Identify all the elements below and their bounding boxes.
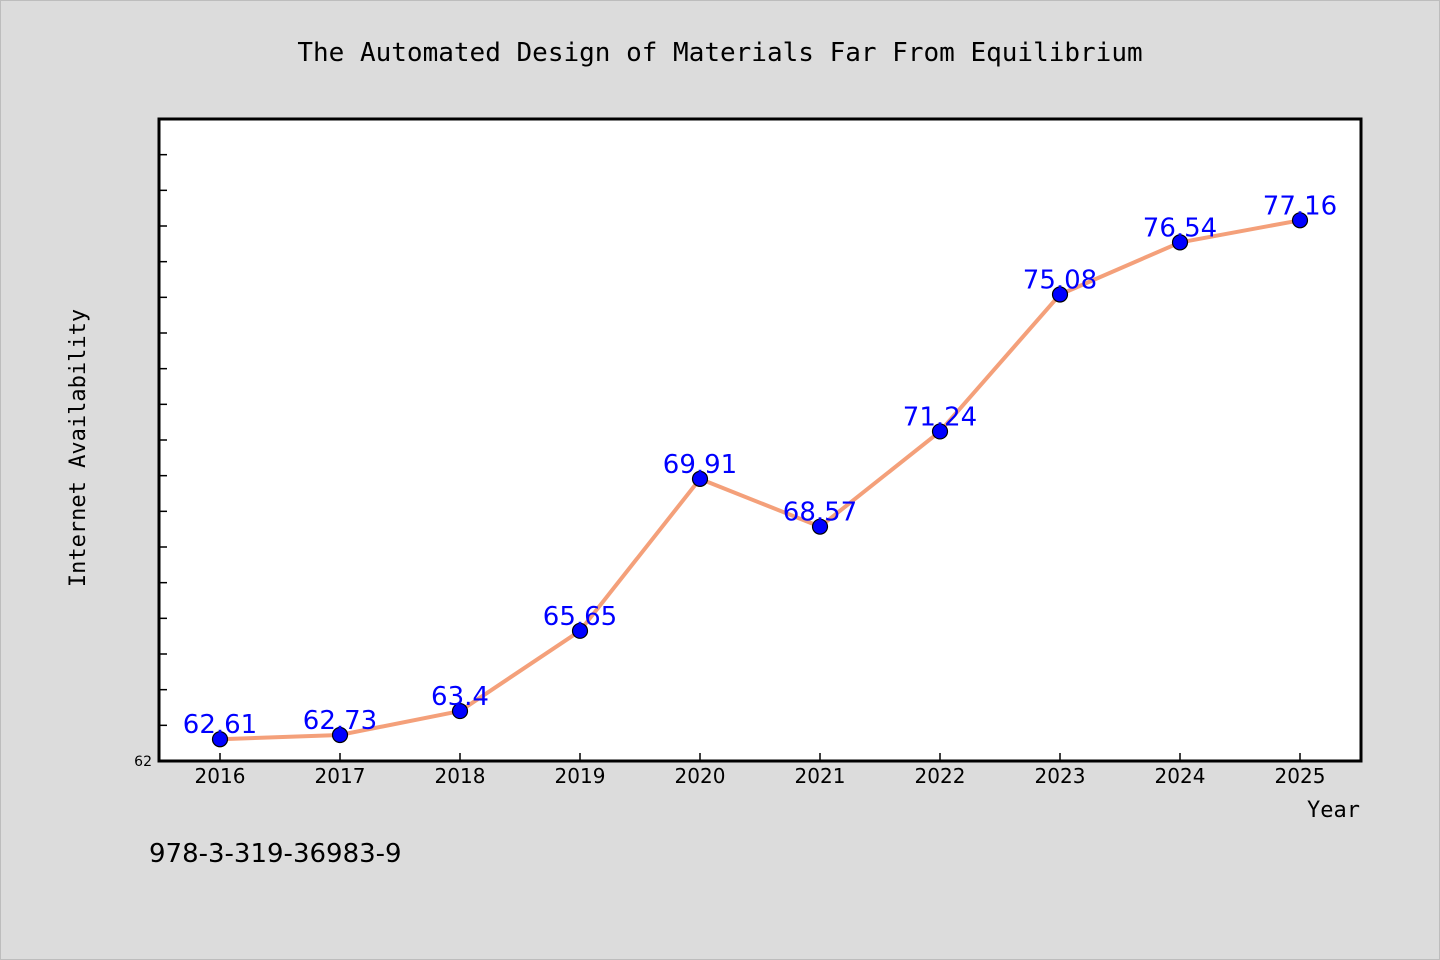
data-label: 65.65	[543, 602, 617, 632]
y-tick-label-min: 62	[134, 754, 152, 770]
isbn-text: 978-3-319-36983-9	[149, 839, 402, 869]
data-point	[811, 518, 829, 535]
data-labels: 62.61 62.73 63.4 65.65 69.91 68.57 71.24 75.08 7…	[183, 191, 1337, 740]
data-point	[451, 702, 469, 720]
x-axis-ticks	[219, 753, 1301, 761]
data-label: 76.54	[1143, 213, 1217, 243]
data-label: 69.91	[663, 450, 737, 480]
x-tick-labels: 2016 2017 2018 2019 2020 2021 2022 2023 2024 2025	[195, 764, 1326, 788]
data-point	[1051, 286, 1069, 303]
series-line	[219, 218, 1301, 742]
data-point	[211, 731, 229, 748]
data-label: 62.61	[183, 710, 257, 740]
x-tick-label: 2023	[1035, 764, 1086, 788]
data-label: 77.16	[1263, 191, 1337, 221]
data-label: 71.24	[903, 402, 977, 432]
x-tick-label: 2024	[1155, 764, 1206, 788]
chart-title: The Automated Design of Materials Far Fr…	[297, 38, 1142, 68]
x-tick-label: 2019	[555, 764, 606, 788]
data-point	[1171, 234, 1189, 251]
x-tick-label: 2020	[675, 764, 726, 788]
series-markers	[211, 212, 1309, 748]
plot-area	[157, 117, 1363, 763]
data-label: 75.08	[1023, 265, 1097, 295]
x-tick-label: 2016	[195, 764, 246, 788]
x-tick-label: 2021	[795, 764, 846, 788]
x-tick-label: 2017	[315, 764, 366, 788]
y-axis-label: Internet Availability	[66, 309, 91, 587]
data-point	[571, 622, 589, 639]
x-tick-label: 2025	[1275, 764, 1326, 788]
data-point	[1291, 212, 1309, 229]
data-point	[931, 423, 949, 440]
data-label: 68.57	[783, 498, 857, 528]
data-point	[691, 470, 709, 487]
x-axis-label: Year	[1307, 798, 1360, 823]
x-tick-label: 2022	[915, 764, 966, 788]
data-point	[331, 726, 349, 744]
data-label: 63.4	[431, 682, 489, 712]
y-axis-ticks	[159, 153, 167, 727]
data-label: 62.73	[303, 706, 377, 736]
x-tick-label: 2018	[435, 764, 486, 788]
